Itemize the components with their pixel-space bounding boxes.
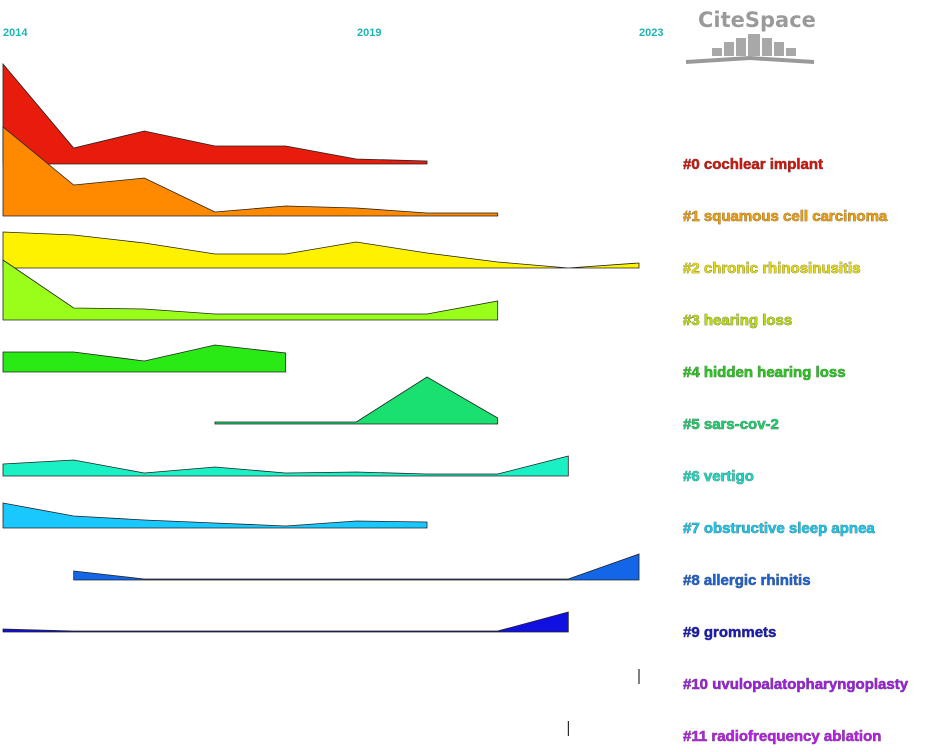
area-grommets	[2, 611, 569, 633]
area-chronic-rhinosinusitis	[2, 231, 640, 269]
area-hearing-loss	[2, 259, 499, 321]
cluster-label-hidden-hearing-loss[interactable]: #4 hidden hearing loss	[683, 364, 846, 382]
area-obstructive-sleep-apnea	[2, 502, 428, 529]
logo-graphic	[686, 34, 814, 64]
cluster-label-obstructive-sleep-apnea[interactable]: #7 obstructive sleep apnea	[683, 520, 876, 538]
cluster-label-grommets[interactable]: #9 grommets	[683, 624, 777, 642]
year-axis: 2014 2019 2023	[3, 27, 663, 39]
area-cochlear-implant	[2, 62, 428, 165]
area-hidden-hearing-loss	[2, 344, 287, 373]
cluster-label-sars-cov-2[interactable]: #5 sars-cov-2	[683, 416, 780, 434]
cluster-areas	[2, 62, 640, 736]
year-tick-2023: 2023	[639, 27, 663, 39]
area-sars-cov-2	[214, 376, 499, 425]
cluster-label-hearing-loss[interactable]: #3 hearing loss	[683, 312, 793, 330]
cluster-label-cochlear-implant[interactable]: #0 cochlear implant	[683, 156, 824, 174]
logo-text: CiteSpace	[698, 8, 816, 32]
area-allergic-rhinitis	[73, 553, 640, 581]
citespace-logo: CiteSpace	[686, 8, 816, 64]
cluster-label-radiofrequency-ablation[interactable]: #11 radiofrequency ablation	[683, 728, 882, 746]
cluster-label-vertigo[interactable]: #6 vertigo	[683, 468, 754, 486]
cluster-label-squamous-cell-carcinoma[interactable]: #1 squamous cell carcinoma	[683, 208, 889, 226]
year-tick-2014: 2014	[3, 27, 28, 39]
cluster-label-allergic-rhinitis[interactable]: #8 allergic rhinitis	[683, 572, 811, 590]
year-tick-2019: 2019	[357, 27, 381, 39]
cluster-label-chronic-rhinosinusitis[interactable]: #2 chronic rhinosinusitis	[683, 260, 861, 278]
area-vertigo	[2, 455, 569, 477]
area-squamous-cell-carcinoma	[2, 126, 499, 217]
cluster-labels: #0 cochlear implant #1 squamous cell carc…	[683, 156, 909, 746]
cluster-label-uvulopalatopharyngoplasty[interactable]: #10 uvulopalatopharyngoplasty	[683, 676, 909, 694]
